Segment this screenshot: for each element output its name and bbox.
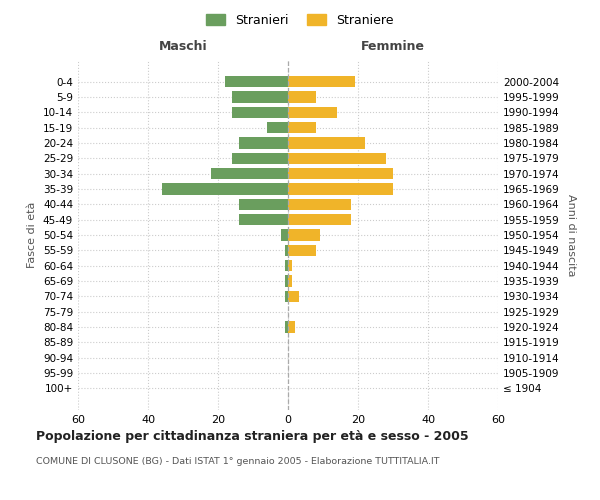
Text: COMUNE DI CLUSONE (BG) - Dati ISTAT 1° gennaio 2005 - Elaborazione TUTTITALIA.IT: COMUNE DI CLUSONE (BG) - Dati ISTAT 1° g… bbox=[36, 458, 439, 466]
Bar bbox=[239, 198, 288, 210]
Y-axis label: Fasce di età: Fasce di età bbox=[28, 202, 37, 268]
Bar bbox=[288, 183, 393, 194]
Text: Popolazione per cittadinanza straniera per età e sesso - 2005: Popolazione per cittadinanza straniera p… bbox=[36, 430, 469, 443]
Bar bbox=[288, 260, 292, 272]
Bar bbox=[288, 229, 320, 241]
Bar bbox=[284, 260, 288, 272]
Bar bbox=[288, 76, 355, 88]
Bar bbox=[284, 322, 288, 333]
Bar bbox=[267, 122, 288, 134]
Bar bbox=[288, 244, 316, 256]
Bar bbox=[284, 244, 288, 256]
Bar bbox=[288, 122, 316, 134]
Y-axis label: Anni di nascita: Anni di nascita bbox=[566, 194, 576, 276]
Bar bbox=[288, 106, 337, 118]
Bar bbox=[239, 137, 288, 148]
Bar bbox=[239, 214, 288, 226]
Bar bbox=[225, 76, 288, 88]
Bar bbox=[284, 290, 288, 302]
Bar bbox=[288, 276, 292, 287]
Bar bbox=[288, 137, 365, 148]
Bar bbox=[232, 152, 288, 164]
Bar bbox=[232, 106, 288, 118]
Bar bbox=[211, 168, 288, 179]
Bar bbox=[162, 183, 288, 194]
Bar bbox=[288, 152, 386, 164]
Bar bbox=[284, 276, 288, 287]
Bar bbox=[288, 168, 393, 179]
Bar bbox=[281, 229, 288, 241]
Bar bbox=[232, 91, 288, 102]
Bar bbox=[288, 290, 299, 302]
Bar bbox=[288, 91, 316, 102]
Bar bbox=[288, 214, 351, 226]
Text: Maschi: Maschi bbox=[158, 40, 208, 53]
Legend: Stranieri, Straniere: Stranieri, Straniere bbox=[202, 8, 398, 32]
Text: Femmine: Femmine bbox=[361, 40, 425, 53]
Bar bbox=[288, 198, 351, 210]
Bar bbox=[288, 322, 295, 333]
